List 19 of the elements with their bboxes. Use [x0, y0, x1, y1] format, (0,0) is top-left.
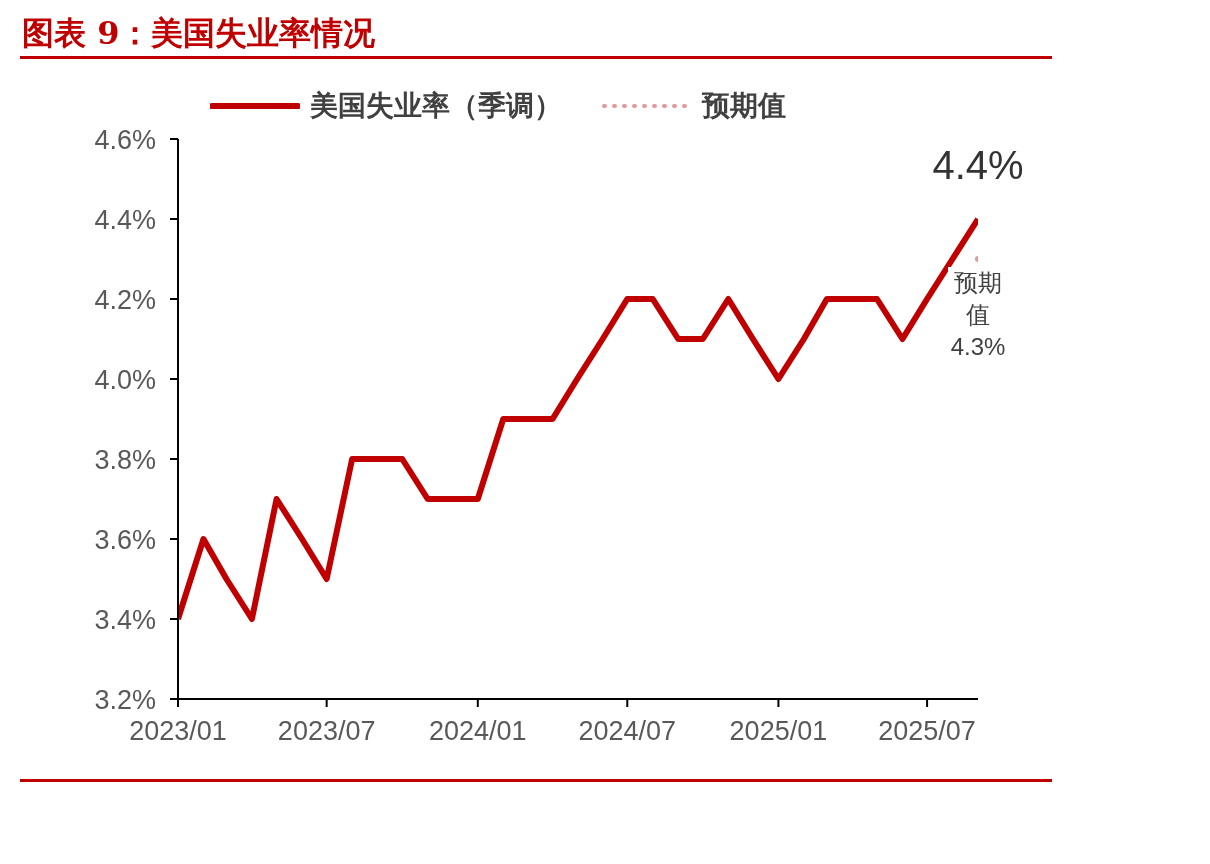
- y-tick-label: 3.2%: [94, 684, 156, 715]
- x-tick-label: 2025/07: [878, 716, 976, 747]
- chart-title: 图表 9：美国失业率情况: [21, 13, 377, 54]
- y-tick-label: 4.6%: [94, 124, 156, 155]
- x-tick-label: 2024/07: [578, 716, 677, 747]
- y-tick-label: 3.4%: [94, 604, 156, 635]
- y-tick-label: 4.0%: [94, 364, 156, 395]
- legend-label: 预期值: [700, 89, 786, 123]
- y-tick-label: 3.6%: [94, 524, 156, 555]
- x-tick-label: 2023/07: [277, 716, 376, 747]
- x-tick-label: 2024/01: [428, 716, 527, 747]
- annotation: 4.4%: [932, 143, 1024, 187]
- annotation: 预期值 4.3%: [948, 267, 1008, 363]
- x-tick-label: 2025/01: [729, 716, 828, 747]
- y-tick-label: 3.8%: [94, 444, 156, 475]
- y-tick-label: 4.4%: [94, 204, 156, 235]
- legend-label: 美国失业率（季调）: [309, 89, 562, 123]
- x-tick-label: 2023/01: [129, 716, 227, 747]
- y-tick-label: 4.2%: [94, 284, 156, 315]
